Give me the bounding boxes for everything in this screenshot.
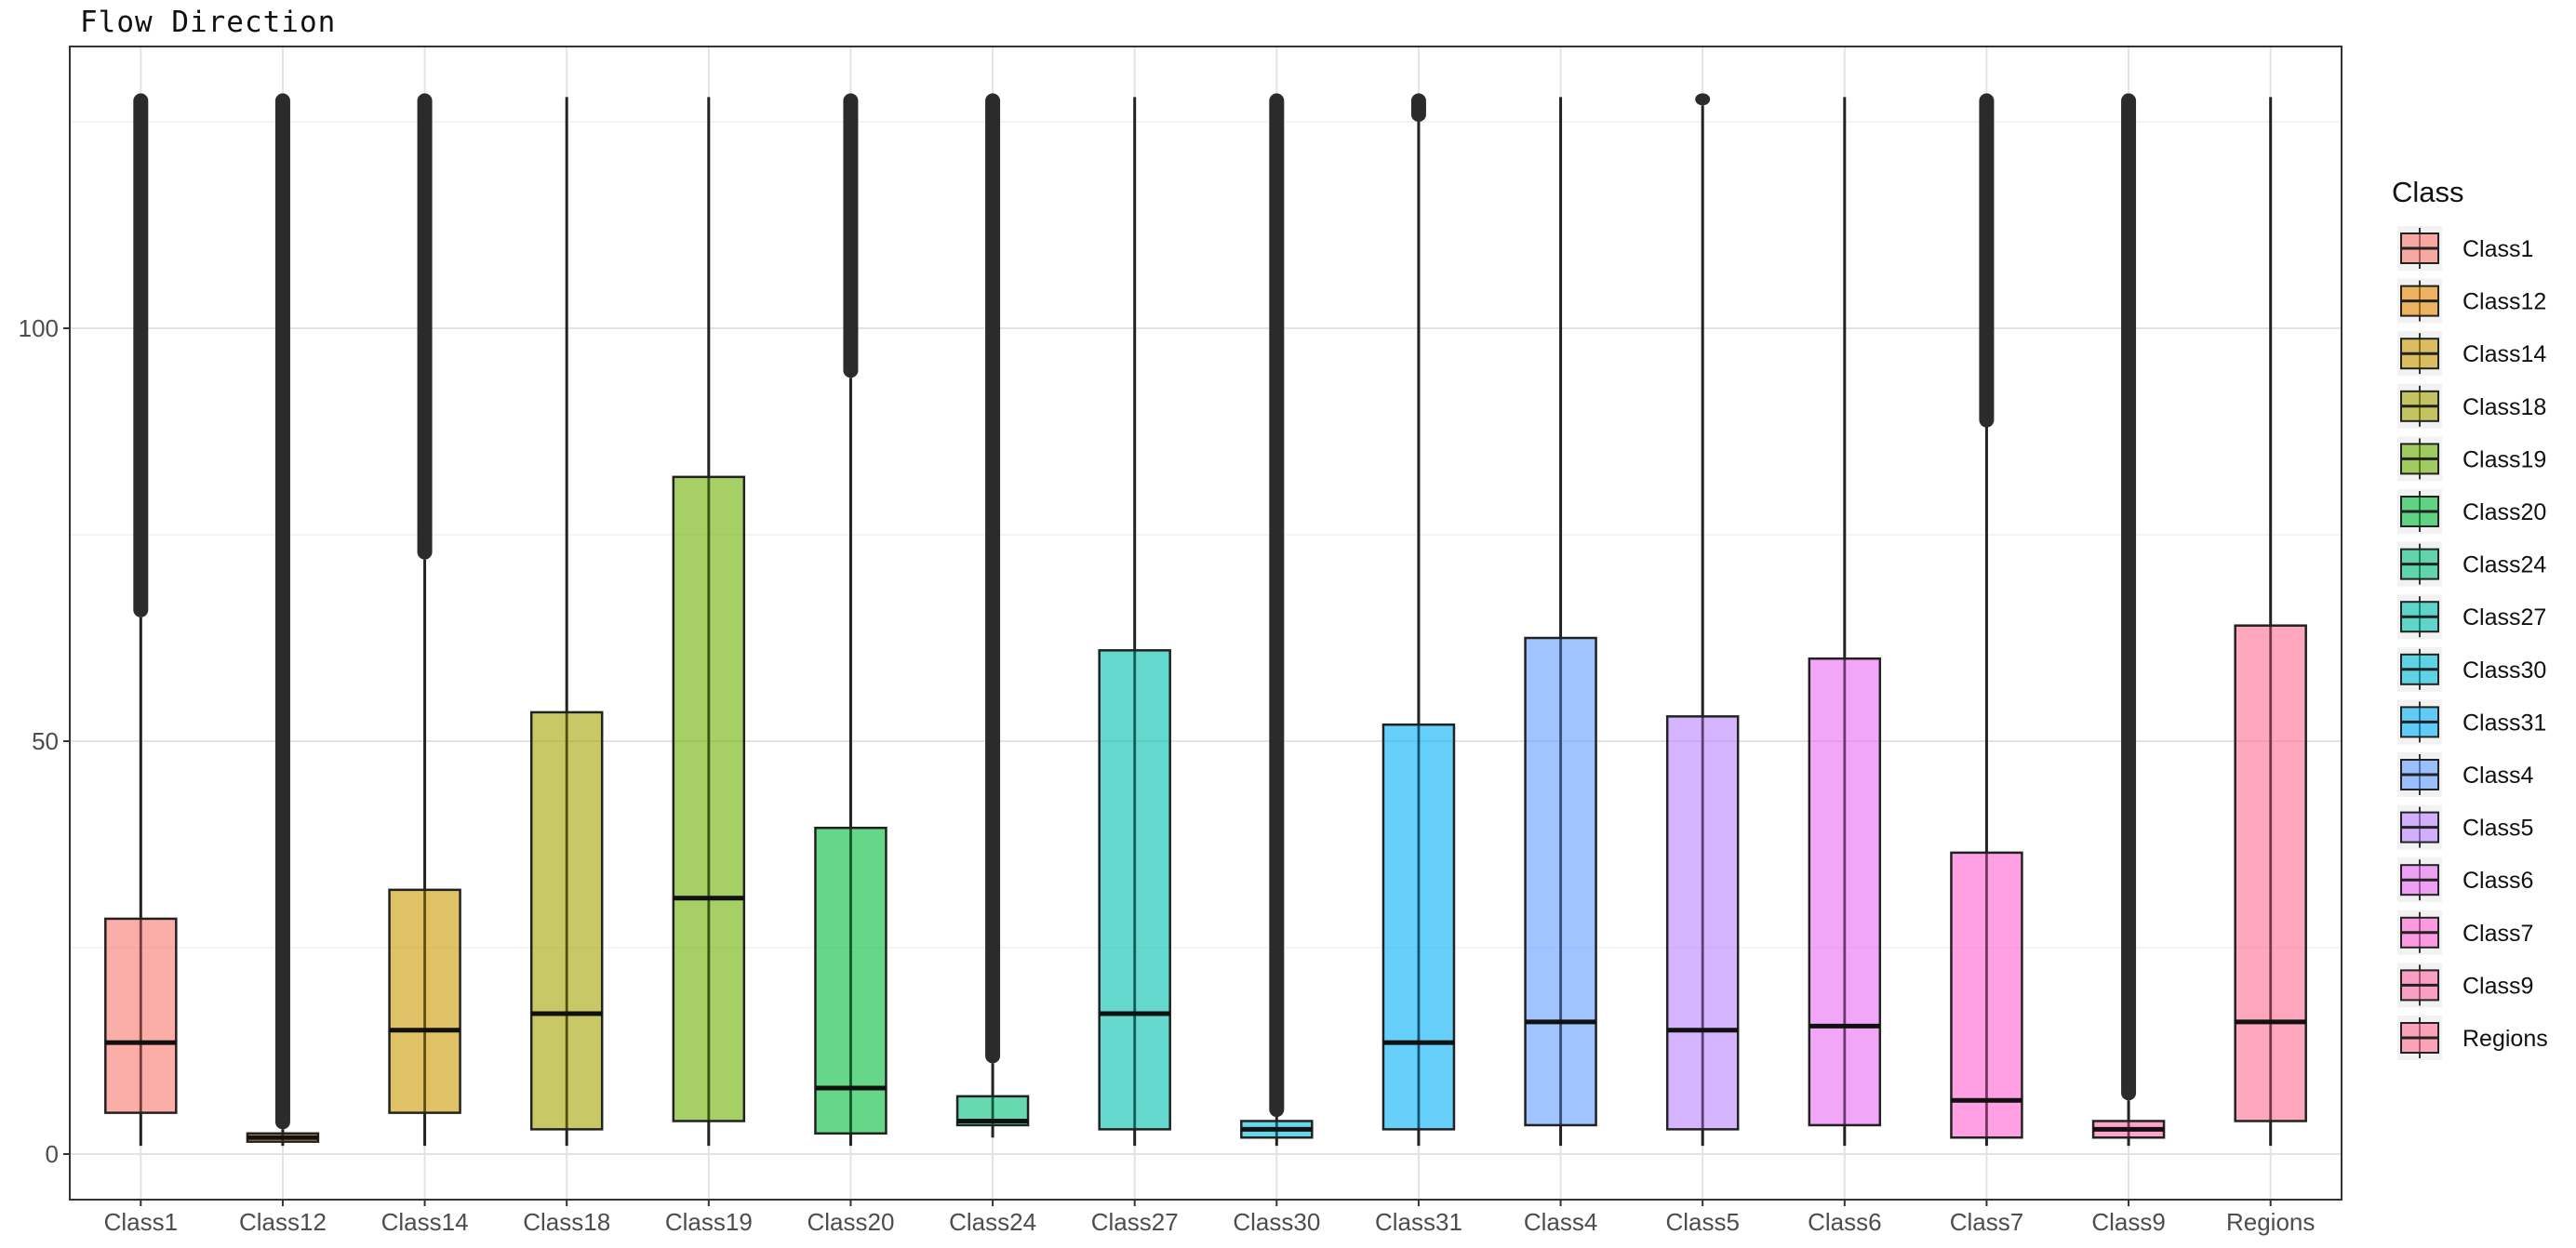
box-Class19[interactable] [672, 475, 746, 1122]
outliers-Class9 [2121, 93, 2137, 1101]
x-tick-label: Class5 [1665, 1208, 1739, 1236]
y-tick-label: 100 [19, 314, 59, 342]
legend-label: Class5 [2463, 816, 2533, 842]
x-tick-label: Class1 [104, 1208, 178, 1236]
box-Class5[interactable] [1665, 715, 1740, 1131]
box-Class27[interactable] [1098, 649, 1171, 1131]
legend-title: Class [2392, 176, 2464, 208]
legend-label: Class19 [2463, 446, 2546, 472]
legend-label: Class27 [2463, 604, 2546, 631]
x-tick-label: Class27 [1091, 1208, 1179, 1236]
legend-label: Class30 [2463, 657, 2546, 684]
plot-border [69, 46, 2342, 1201]
outliers-Class14 [417, 93, 433, 560]
x-tick-label: Class14 [381, 1208, 469, 1236]
x-tick-label: Class4 [1524, 1208, 1597, 1236]
box-Class1[interactable] [104, 917, 178, 1114]
legend-label: Class1 [2463, 236, 2533, 262]
x-tick-label: Regions [2226, 1208, 2315, 1236]
legend-label: Class7 [2463, 921, 2533, 947]
outliers-Class7 [1979, 93, 1995, 428]
box-Class31[interactable] [1381, 723, 1456, 1131]
legend-label: Class14 [2463, 341, 2546, 367]
x-tick-label: Class9 [2091, 1208, 2165, 1236]
y-tick-label: 50 [32, 727, 59, 755]
x-tick-label: Class12 [239, 1208, 327, 1236]
outliers-Class30 [1269, 93, 1285, 1118]
chart-title: Flow Direction [80, 6, 337, 39]
x-tick-label: Class24 [949, 1208, 1036, 1236]
outliers-Class12 [274, 93, 290, 1130]
box-Class20[interactable] [814, 826, 888, 1135]
x-tick-label: Class6 [1808, 1208, 1881, 1236]
box-Regions[interactable] [2234, 624, 2307, 1122]
outliers-Class31 [1410, 93, 1426, 122]
legend-label: Class31 [2463, 710, 2546, 736]
outliers-Class1 [133, 93, 149, 617]
x-tick-label: Class31 [1375, 1208, 1462, 1236]
box-Class6[interactable] [1808, 657, 1882, 1127]
box-Class4[interactable] [1524, 636, 1597, 1127]
x-tick-label: Class18 [523, 1208, 610, 1236]
box-Class18[interactable] [529, 710, 604, 1131]
legend-label: Class24 [2463, 552, 2546, 578]
legend-label: Class12 [2463, 289, 2546, 315]
legend-label: Class6 [2463, 868, 2533, 894]
legend-label: Class9 [2463, 973, 2533, 999]
outliers-Class24 [985, 93, 1001, 1064]
y-tick-label: 0 [46, 1140, 59, 1168]
x-tick-label: Class19 [665, 1208, 753, 1236]
legend-label: Class4 [2463, 763, 2534, 789]
outliers-Class5 [1695, 93, 1711, 106]
legend-label: Class20 [2463, 499, 2546, 525]
x-tick-label: Class30 [1233, 1208, 1320, 1236]
x-tick-label: Class20 [807, 1208, 894, 1236]
outliers-Class20 [843, 93, 859, 378]
box-Class7[interactable] [1950, 851, 2023, 1139]
legend-label: Regions [2463, 1026, 2548, 1052]
legend-label: Class18 [2463, 394, 2546, 420]
x-tick-label: Class7 [1950, 1208, 2023, 1236]
box-Class14[interactable] [388, 888, 461, 1114]
